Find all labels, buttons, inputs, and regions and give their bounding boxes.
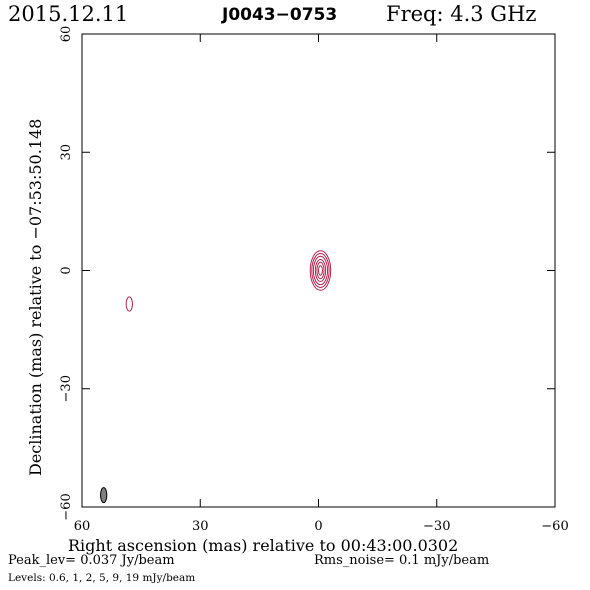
contour-core	[311, 253, 330, 288]
x-axis-label: Right ascension (mas) relative to 00:43:…	[68, 536, 458, 555]
contour-core	[314, 258, 327, 283]
x-tick-label: −60	[541, 519, 568, 534]
contour-core	[312, 255, 329, 286]
contour-noise-blob	[125, 296, 133, 312]
contour-layer	[125, 250, 332, 312]
contour-core	[316, 261, 325, 280]
frequency-label: Freq: 4.3 GHz	[386, 2, 537, 26]
beam-ellipse	[100, 487, 108, 504]
x-tick-label: 60	[74, 519, 91, 534]
contour-core	[318, 265, 323, 276]
x-tick-label: 0	[314, 519, 322, 534]
axis-ticks	[81, 33, 556, 508]
rms-noise: Rms_noise= 0.1 mJy/beam	[314, 553, 490, 568]
y-tick-label: 0	[59, 266, 74, 274]
beam-layer	[100, 487, 108, 504]
y-axis-label: Declination (mas) relative to −07:53:50.…	[26, 119, 45, 476]
x-tick-label: −30	[423, 519, 450, 534]
y-tick-label: −30	[59, 375, 74, 402]
contour-levels: Levels: 0.6, 1, 2, 5, 9, 19 mJy/beam	[8, 572, 196, 584]
y-tick-label: 30	[59, 144, 74, 161]
source-name: J0043−0753	[222, 5, 338, 25]
observation-date: 2015.12.11	[8, 2, 129, 26]
x-tick-label: 30	[192, 519, 209, 534]
peak-level: Peak_lev= 0.037 Jy/beam	[8, 553, 175, 568]
contour-core	[309, 250, 332, 291]
y-tick-label: 60	[59, 26, 74, 43]
y-tick-labels: −60 −30 0 30 60	[59, 26, 74, 521]
x-tick-labels: 60 30 0 −30 −60	[74, 519, 569, 534]
y-tick-label: −60	[59, 493, 74, 520]
